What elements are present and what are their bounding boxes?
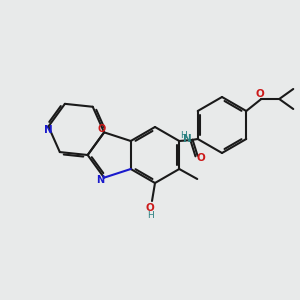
Text: N: N [96,175,104,185]
Text: O: O [256,89,265,99]
Text: H: H [147,211,153,220]
Text: N: N [183,134,192,145]
Text: H: H [180,131,187,140]
Text: O: O [98,124,106,134]
Text: N: N [44,125,53,136]
Text: O: O [196,153,205,163]
Text: O: O [146,203,154,213]
